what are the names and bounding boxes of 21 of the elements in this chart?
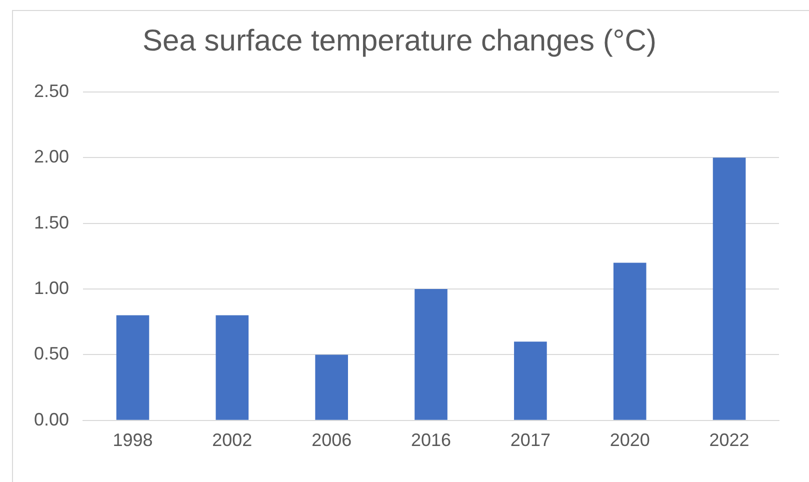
chart-title: Sea surface temperature changes (°C) [142, 24, 656, 58]
x-tick-label: 2006 [312, 430, 352, 450]
bar [613, 262, 646, 420]
y-tick-label: 2.50 [34, 80, 70, 101]
bar [315, 354, 348, 420]
bar [414, 289, 448, 420]
x-tick-label: 1998 [112, 430, 153, 450]
bar [116, 315, 150, 420]
bar [216, 315, 249, 420]
y-tick-label: 1.50 [34, 212, 70, 232]
bar [712, 158, 746, 420]
x-tick-label: 2022 [709, 430, 750, 450]
x-tick-label: 2002 [212, 430, 252, 450]
x-tick-label: 2020 [610, 430, 650, 450]
x-tick-label: 2017 [510, 430, 550, 450]
y-tick-label: 0.00 [34, 409, 70, 430]
y-tick-label: 0.50 [34, 344, 70, 364]
y-tick-label: 2.00 [34, 146, 70, 167]
y-tick-label: 1.00 [34, 278, 70, 298]
bar [514, 342, 547, 420]
x-tick-label: 2016 [410, 430, 452, 450]
